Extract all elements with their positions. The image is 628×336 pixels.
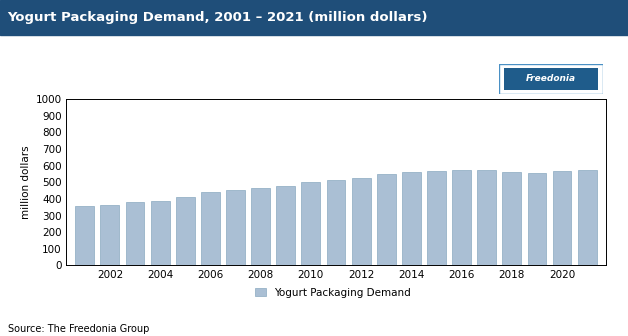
Bar (477, 170, 496, 265)
Bar (504, 69, 598, 90)
Text: Source: The Freedonia Group: Source: The Freedonia Group (8, 324, 149, 334)
Bar (327, 180, 345, 265)
Bar (75, 206, 94, 265)
Y-axis label: million dollars: million dollars (21, 145, 31, 219)
Bar (126, 202, 144, 265)
Bar (528, 173, 546, 265)
Bar (452, 170, 471, 265)
Legend: Yogurt Packaging Demand: Yogurt Packaging Demand (251, 284, 414, 302)
Bar (377, 174, 396, 265)
Bar (100, 205, 119, 265)
Text: Yogurt Packaging Demand, 2001 – 2021 (million dollars): Yogurt Packaging Demand, 2001 – 2021 (mi… (8, 11, 428, 24)
Bar (352, 178, 371, 265)
Bar (151, 201, 170, 265)
Bar (201, 192, 220, 265)
Bar (553, 171, 571, 265)
Bar (427, 171, 446, 265)
Bar (578, 170, 597, 265)
Text: Freedonia: Freedonia (526, 74, 576, 83)
Bar (402, 172, 421, 265)
Bar (276, 185, 295, 265)
Bar (502, 172, 521, 265)
Bar (176, 197, 195, 265)
Bar (226, 190, 245, 265)
Bar (251, 187, 270, 265)
Bar (301, 182, 320, 265)
